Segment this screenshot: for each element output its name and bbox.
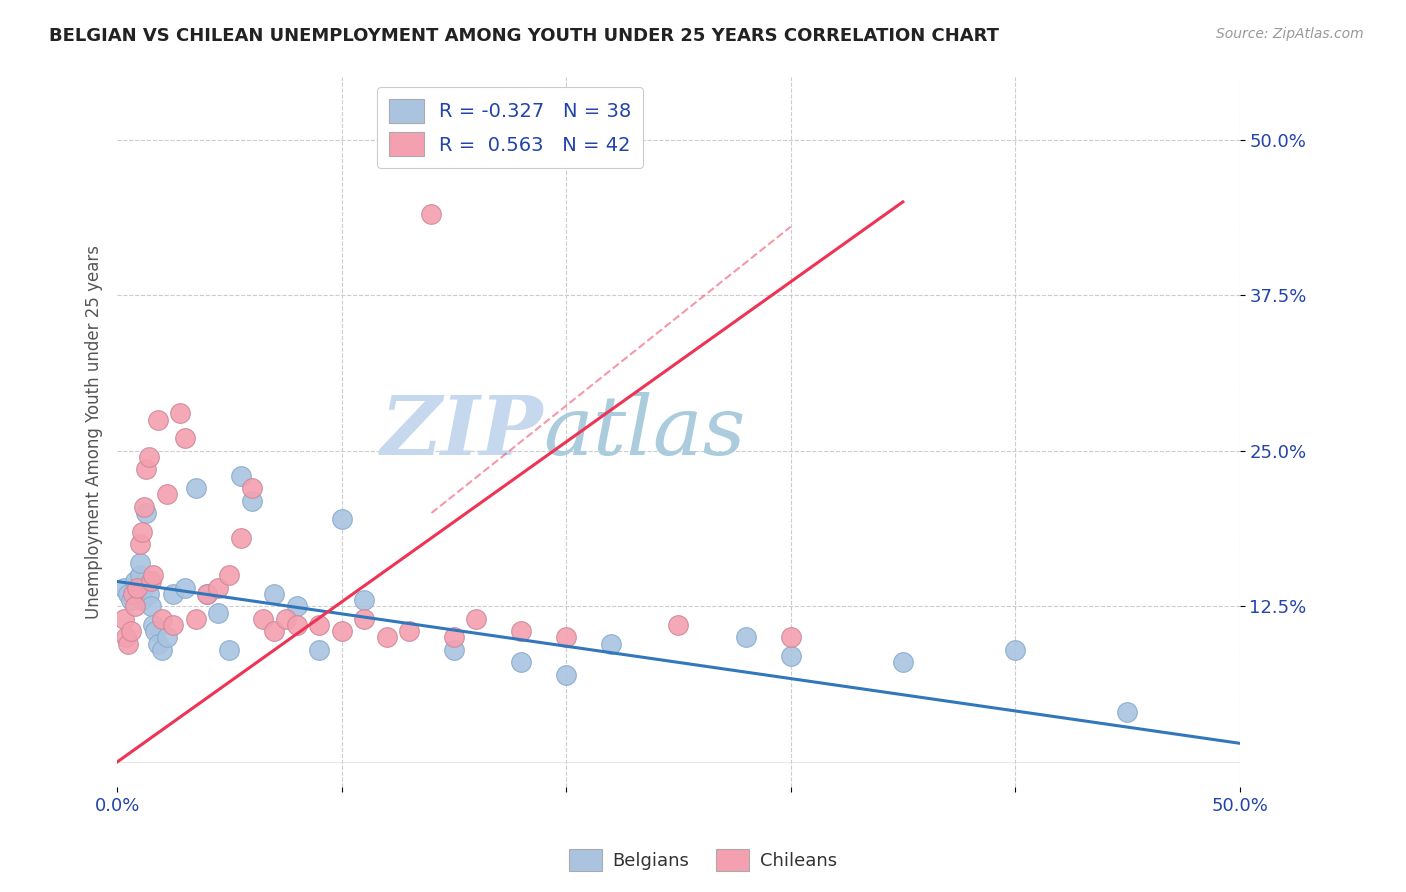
Point [124, 574, 146, 589]
Point [117, 637, 139, 651]
Point [443, 643, 465, 657]
Point [142, 618, 165, 632]
Legend: R = -0.327   N = 38, R =  0.563   N = 42: R = -0.327 N = 38, R = 0.563 N = 42 [377, 87, 643, 168]
Point [218, 568, 240, 582]
Point [353, 612, 375, 626]
Point [150, 643, 173, 657]
Point [891, 656, 914, 670]
Point [375, 631, 398, 645]
Point [207, 581, 229, 595]
Point [150, 612, 173, 626]
Point [779, 649, 801, 664]
Point [285, 599, 308, 614]
Point [218, 643, 240, 657]
Point [184, 612, 207, 626]
Point [779, 631, 801, 645]
Point [127, 581, 149, 595]
Point [139, 574, 162, 589]
Y-axis label: Unemployment Among Youth under 25 years: Unemployment Among Youth under 25 years [86, 245, 103, 619]
Point [734, 631, 756, 645]
Point [139, 599, 162, 614]
Point [142, 568, 165, 582]
Point [117, 587, 139, 601]
Point [353, 593, 375, 607]
Point [465, 612, 488, 626]
Point [229, 531, 252, 545]
Point [131, 524, 153, 539]
Point [173, 581, 195, 595]
Point [155, 631, 177, 645]
Point [555, 668, 578, 682]
Point [274, 612, 297, 626]
Text: atlas: atlas [544, 392, 747, 472]
Point [173, 431, 195, 445]
Text: ZIP: ZIP [381, 392, 544, 472]
Point [240, 481, 263, 495]
Point [162, 587, 184, 601]
Legend: Belgians, Chileans: Belgians, Chileans [562, 842, 844, 879]
Point [1116, 705, 1139, 719]
Point [263, 624, 285, 639]
Point [207, 606, 229, 620]
Point [330, 512, 353, 526]
Point [124, 599, 146, 614]
Point [131, 593, 153, 607]
Point [555, 631, 578, 645]
Point [120, 624, 142, 639]
Point [510, 656, 533, 670]
Point [135, 506, 157, 520]
Point [443, 631, 465, 645]
Point [112, 612, 135, 626]
Point [134, 581, 156, 595]
Point [184, 481, 207, 495]
Point [240, 493, 263, 508]
Point [122, 587, 145, 601]
Point [169, 407, 191, 421]
Point [143, 624, 166, 639]
Point [510, 624, 533, 639]
Point [229, 468, 252, 483]
Point [308, 618, 330, 632]
Point [420, 207, 443, 221]
Point [330, 624, 353, 639]
Text: BELGIAN VS CHILEAN UNEMPLOYMENT AMONG YOUTH UNDER 25 YEARS CORRELATION CHART: BELGIAN VS CHILEAN UNEMPLOYMENT AMONG YO… [49, 27, 1000, 45]
Point [252, 612, 274, 626]
Point [666, 618, 689, 632]
Point [195, 587, 218, 601]
Point [1004, 643, 1026, 657]
Point [398, 624, 420, 639]
Point [128, 568, 150, 582]
Point [138, 450, 160, 464]
Point [155, 487, 177, 501]
Point [138, 587, 160, 601]
Point [195, 587, 218, 601]
Point [146, 413, 169, 427]
Point [162, 618, 184, 632]
Point [308, 643, 330, 657]
Point [128, 556, 150, 570]
Point [115, 631, 138, 645]
Point [134, 500, 156, 514]
Point [600, 637, 623, 651]
Point [112, 581, 135, 595]
Point [120, 593, 142, 607]
Point [135, 462, 157, 476]
Point [285, 618, 308, 632]
Point [146, 637, 169, 651]
Point [128, 537, 150, 551]
Text: Source: ZipAtlas.com: Source: ZipAtlas.com [1216, 27, 1364, 41]
Point [263, 587, 285, 601]
